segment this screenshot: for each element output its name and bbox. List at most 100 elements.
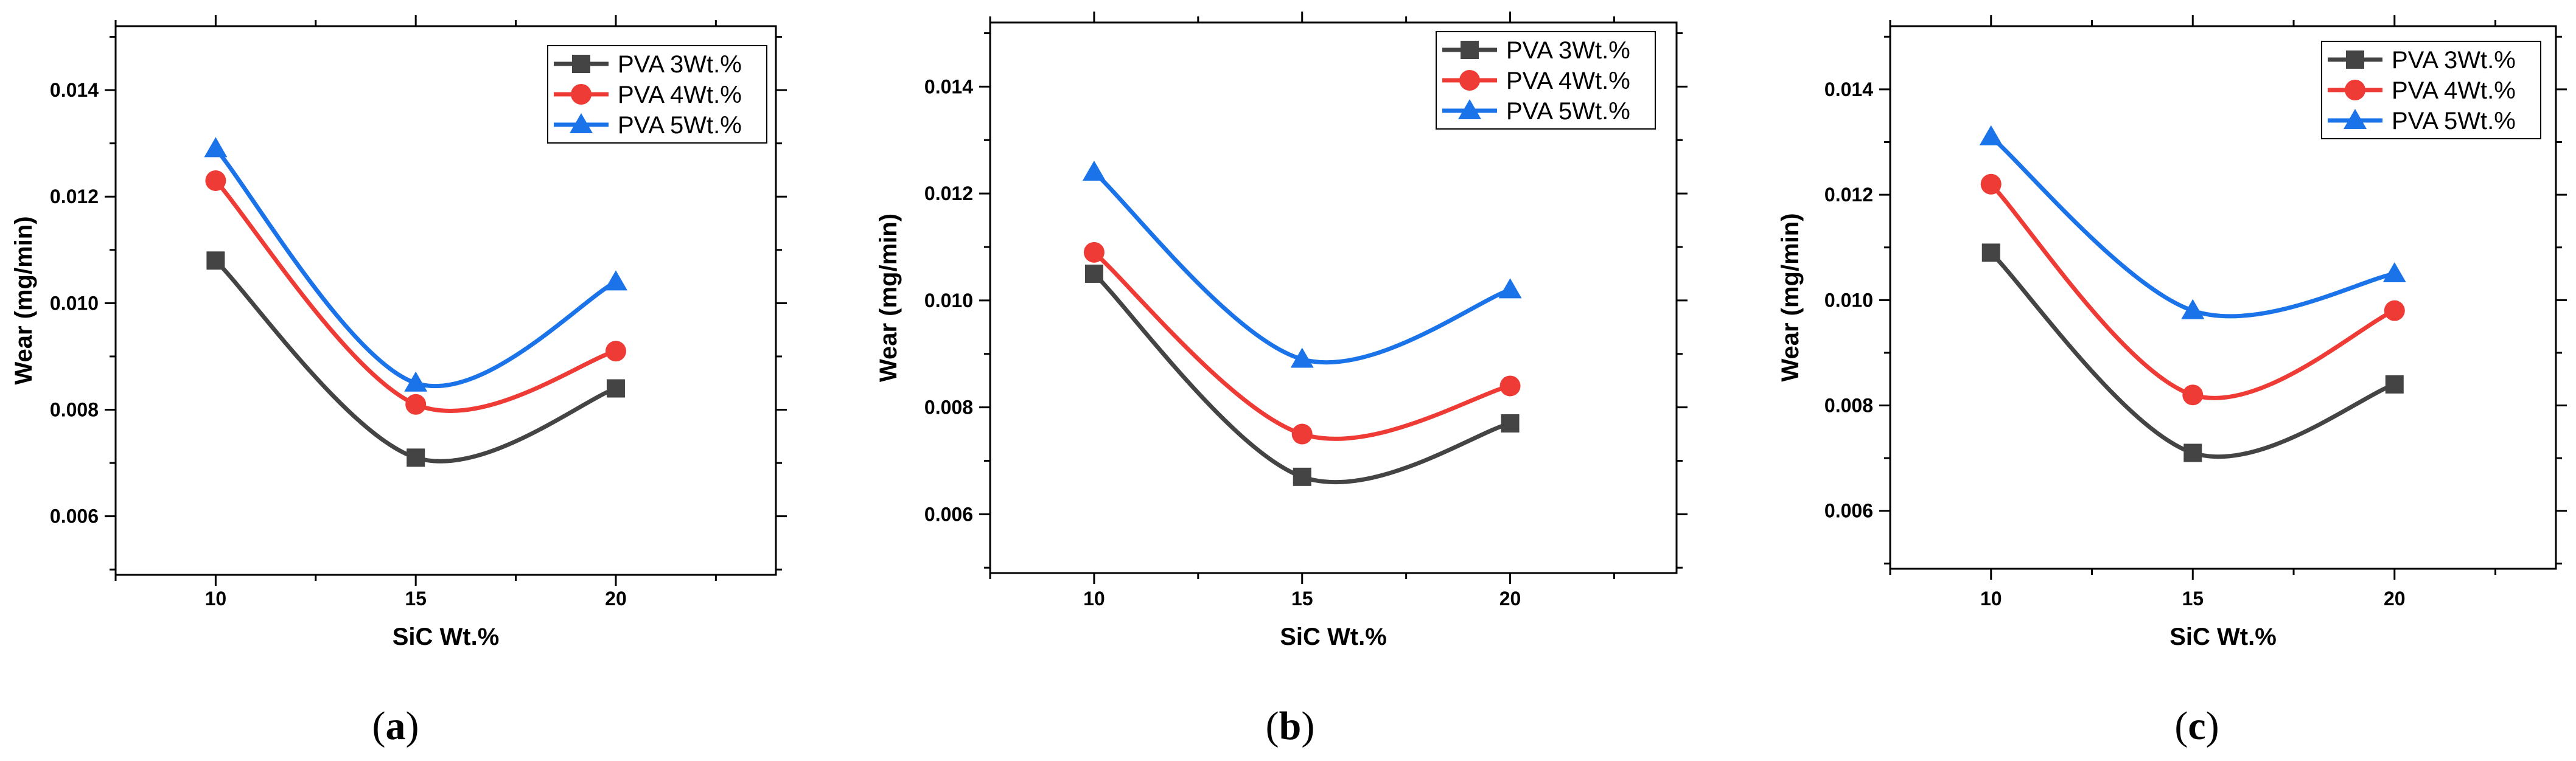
x-tick-label: 15	[1291, 588, 1313, 610]
series-line	[214, 259, 617, 464]
data-point	[1083, 242, 1105, 263]
plot-frame	[989, 21, 1678, 574]
chart-panel-a: 10 15 20 0.006 0.008 0.010 0.012 0.014 SiC Wt.% W…	[10, 15, 787, 748]
data-point	[1980, 173, 2002, 195]
legend-label: PVA 3Wt.%	[2392, 47, 2516, 74]
y-tick-label: 0.006	[1824, 500, 1873, 522]
caption-letter: b	[1279, 704, 1302, 748]
y-tick-label: 0.010	[924, 290, 973, 311]
y-tick-label: 0.012	[50, 186, 99, 207]
x-tick-label: 10	[205, 588, 227, 610]
caption-close: )	[2206, 704, 2219, 748]
data-point	[1979, 125, 2003, 145]
data-point	[2182, 384, 2204, 406]
legend-swatch-marker	[570, 113, 593, 133]
series-line	[1989, 135, 2395, 319]
x-tick-label: 20	[1499, 588, 1521, 610]
data-point	[2183, 443, 2202, 462]
legend: PVA 3Wt.% PVA 4Wt.% PVA 5Wt.%	[2321, 41, 2541, 139]
caption-open: (	[2174, 704, 2188, 748]
data-point	[204, 137, 228, 158]
legend-swatch-marker	[572, 55, 590, 73]
y-tick-label: 0.012	[924, 182, 973, 204]
legend-label: PVA 4Wt.%	[2392, 77, 2516, 104]
legend-swatch-marker	[1461, 41, 1479, 59]
data-point	[1981, 243, 2000, 262]
y-axis-title: Wear (mg/min)	[10, 216, 37, 384]
legend-label: PVA 5Wt.%	[1506, 98, 1630, 125]
plot-frame	[114, 25, 777, 576]
legend-swatch-marker	[571, 84, 592, 105]
data-point	[606, 379, 625, 398]
data-point	[604, 270, 627, 291]
caption-close: )	[406, 704, 419, 748]
y-tick-label: 0.014	[1824, 78, 1873, 100]
caption-letter: c	[2188, 704, 2205, 748]
caption-open: (	[372, 704, 386, 748]
legend: PVA 3Wt.% PVA 4Wt.% PVA 5Wt.%	[1436, 31, 1656, 130]
caption-open: (	[1266, 704, 1279, 748]
data-point	[407, 448, 425, 467]
data-point	[405, 394, 427, 415]
y-tick-label: 0.008	[50, 399, 99, 421]
legend-label: PVA 4Wt.%	[618, 82, 742, 108]
x-tick-label: 15	[2182, 588, 2204, 610]
legend-label: PVA 5Wt.%	[2392, 108, 2516, 134]
x-axis-title: SiC Wt.%	[393, 624, 500, 650]
data-point	[404, 371, 428, 392]
y-tick-label: 0.006	[924, 503, 973, 525]
caption-letter: a	[386, 704, 406, 748]
legend-label: PVA 3Wt.%	[618, 51, 742, 78]
x-tick-label: 10	[1980, 588, 2002, 610]
y-tick-label: 0.010	[50, 292, 99, 314]
x-axis-title: SiC Wt.%	[1280, 624, 1387, 650]
series-line	[1989, 251, 2395, 459]
y-tick-label: 0.008	[924, 397, 973, 419]
data-point	[1290, 347, 1314, 368]
series-line	[1989, 182, 2396, 400]
series-line	[214, 147, 617, 389]
panel-caption: (b)	[1266, 704, 1315, 748]
x-tick-label: 20	[605, 588, 627, 610]
chart-panel-b: 10 15 20 0.006 0.008 0.010 0.012 0.014 SiC Wt.% W…	[875, 12, 1688, 748]
series-line	[1092, 170, 1511, 365]
data-point	[1291, 423, 1313, 445]
y-tick-label: 0.006	[50, 506, 99, 527]
chart-panel-c: 10 15 20 0.006 0.008 0.010 0.012 0.014 SiC Wt.% W…	[1777, 15, 2567, 748]
plot-frame	[1889, 25, 2557, 570]
y-tick-label: 0.014	[50, 79, 99, 101]
data-point	[2385, 375, 2404, 394]
data-point	[205, 170, 226, 191]
x-tick-label: 15	[405, 588, 427, 610]
legend-label: PVA 3Wt.%	[1506, 37, 1630, 64]
y-tick-label: 0.014	[924, 75, 973, 97]
data-point	[1501, 414, 1520, 433]
x-tick-label: 20	[2384, 588, 2406, 610]
data-point	[2384, 300, 2405, 321]
legend-swatch-marker	[2344, 109, 2367, 129]
caption-close: )	[1301, 704, 1314, 748]
x-tick-label: 10	[1083, 588, 1105, 610]
data-point	[1499, 375, 1521, 397]
data-point	[1498, 278, 1522, 299]
data-point	[1084, 264, 1103, 283]
data-point	[2382, 262, 2406, 283]
legend-swatch-marker	[2345, 80, 2365, 100]
y-tick-label: 0.010	[1824, 289, 1873, 311]
data-point	[206, 251, 225, 270]
y-axis-title: Wear (mg/min)	[875, 214, 902, 382]
data-point	[605, 341, 626, 362]
panel-caption: (a)	[372, 704, 419, 748]
x-axis-title: SiC Wt.%	[2169, 624, 2277, 650]
data-point	[1293, 467, 1311, 486]
legend: PVA 3Wt.% PVA 4Wt.% PVA 5Wt.%	[547, 45, 767, 144]
y-tick-label: 0.012	[1824, 184, 1873, 206]
y-tick-label: 0.008	[1824, 395, 1873, 417]
data-point	[2181, 299, 2205, 319]
legend-label: PVA 5Wt.%	[618, 112, 742, 139]
data-point	[1082, 161, 1106, 181]
legend-swatch-marker	[1459, 70, 1480, 91]
legend-swatch-marker	[1458, 99, 1481, 119]
y-axis-title: Wear (mg/min)	[1777, 213, 1804, 381]
